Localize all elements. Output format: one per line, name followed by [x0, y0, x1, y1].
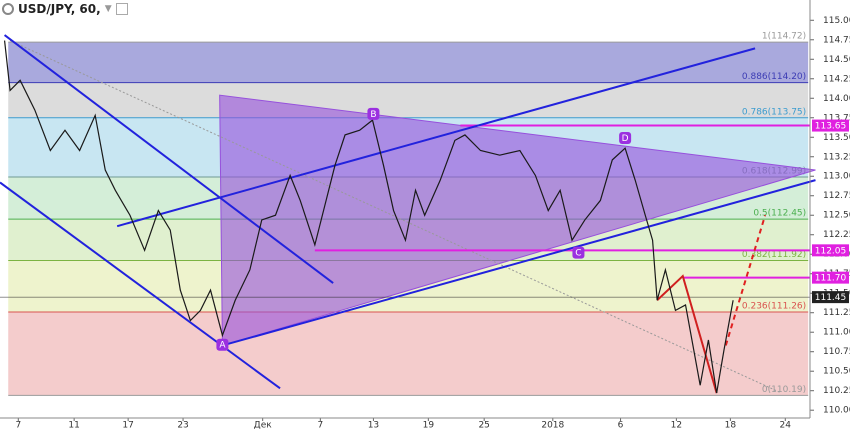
y-tick-label: 113.00: [823, 172, 850, 182]
x-tick-label: 25: [478, 421, 489, 431]
header: USD/JPY, 60, ▼: [2, 2, 128, 16]
y-tick-label: 110.75: [823, 347, 850, 357]
price-badge-label: 111.70: [815, 274, 847, 284]
y-tick-label: 115.00: [823, 16, 850, 26]
x-tick-label: 12: [671, 421, 682, 431]
point-marker: [367, 107, 380, 120]
fib-label: 0.382(111.92): [742, 250, 806, 260]
price-badge: [812, 244, 849, 257]
x-tick-label: 18: [725, 421, 737, 431]
point-marker: [216, 338, 229, 351]
chart-title[interactable]: USD/JPY, 60,: [18, 2, 101, 16]
fib-label: 0.886(114.20): [742, 72, 806, 82]
triangle: [219, 94, 816, 347]
x-tick-label: 11: [68, 421, 79, 431]
price-badge: [812, 271, 849, 284]
x-tick-label: 6: [618, 421, 624, 431]
y-tick-label: 110.25: [823, 386, 850, 396]
trendline: [116, 47, 756, 228]
point-label: B: [370, 110, 376, 120]
price-badge-label: 111.45: [815, 293, 847, 303]
trendline: [3, 34, 334, 284]
trendline: [222, 179, 816, 347]
y-tick-label: 113.75: [823, 113, 850, 123]
projection-line: [724, 214, 767, 346]
y-tick-label: 110.00: [823, 406, 850, 416]
point-label: D: [622, 134, 629, 144]
x-tick-label: 7: [15, 421, 21, 431]
x-tick-label: 13: [368, 421, 379, 431]
fib-band: [8, 311, 809, 396]
fib-band: [8, 42, 809, 83]
x-tick-label: 19: [423, 421, 435, 431]
fib-label: 0.236(111.26): [742, 301, 806, 311]
price-badge-label: 112.05: [815, 246, 847, 256]
settings-icon[interactable]: [115, 3, 128, 15]
price-badge: [812, 119, 849, 132]
y-tick-label: 111.25: [823, 308, 850, 318]
point-marker: [572, 246, 585, 259]
trendline: [0, 181, 281, 390]
y-tick-label: 114.50: [823, 55, 850, 65]
y-tick-label: 110.50: [823, 367, 850, 377]
dropdown-icon[interactable]: ▼: [104, 4, 112, 14]
price-badge-label: 113.65: [815, 122, 847, 132]
y-tick-label: 114.25: [823, 74, 850, 84]
x-tick-label: 17: [122, 421, 133, 431]
point-label: A: [219, 341, 226, 351]
fib-label: 1(114.72): [762, 32, 806, 42]
price-line-series: [3, 40, 734, 394]
y-tick-label: 112.25: [823, 230, 850, 240]
y-tick-label: 114.00: [823, 94, 850, 104]
y-tick-label: 111.00: [823, 328, 850, 338]
fib-label: 0.786(113.75): [742, 107, 806, 117]
fib-label: 0(110.19): [762, 385, 806, 395]
y-tick-label: 112.75: [823, 191, 850, 201]
x-tick-label: 2018: [541, 421, 564, 431]
x-tick-label: Дек: [254, 421, 273, 431]
dot-icon: [2, 3, 14, 15]
diagonal-line: [9, 40, 781, 393]
point-label: C: [575, 249, 581, 259]
fib-label: 0.5(112.45): [753, 209, 806, 219]
x-tick-label: 7: [317, 421, 323, 431]
x-tick-label: 23: [177, 421, 188, 431]
price-badge: [812, 291, 849, 304]
x-tick-label: 24: [780, 421, 792, 431]
y-tick-label: 114.75: [823, 35, 850, 45]
fib-band: [8, 82, 809, 118]
y-tick-label: 113.25: [823, 152, 850, 162]
y-tick-label: 112.50: [823, 211, 850, 221]
point-marker: [619, 132, 632, 145]
y-tick-label: 113.50: [823, 133, 850, 143]
